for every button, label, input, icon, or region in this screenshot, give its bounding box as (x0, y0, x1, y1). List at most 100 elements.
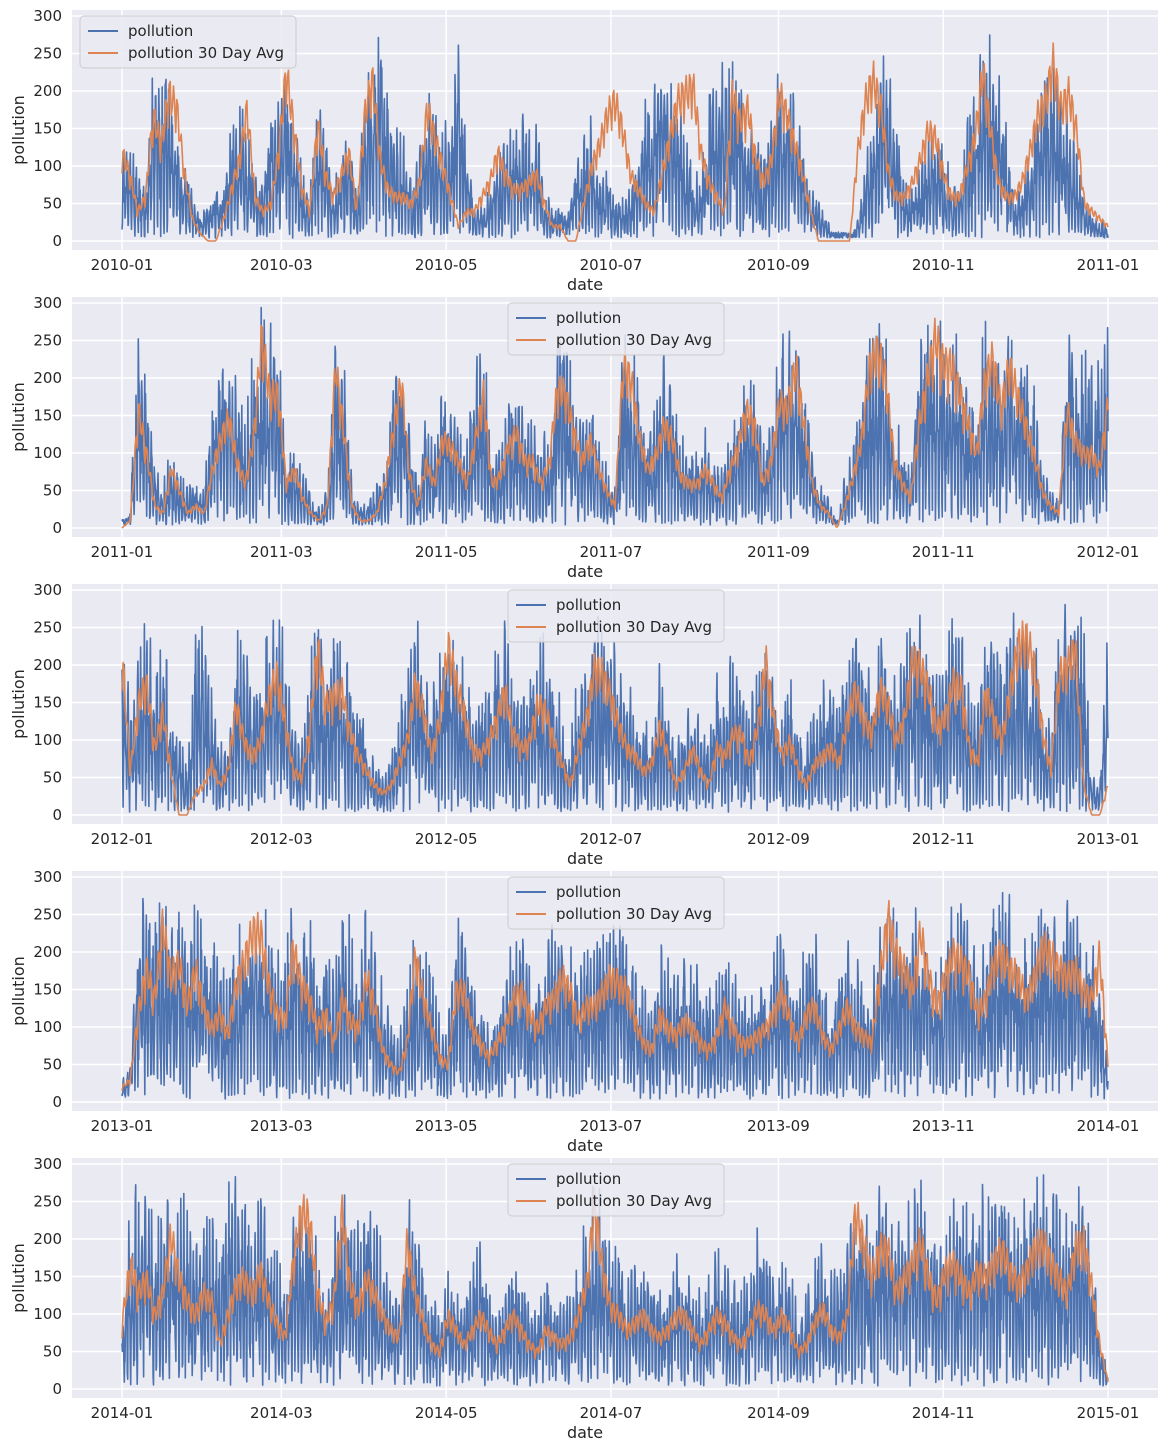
x-tick-label: 2010-03 (250, 256, 313, 274)
y-axis-label: pollution (9, 95, 28, 165)
y-tick-label: 150 (33, 1268, 62, 1286)
y-tick-label: 50 (43, 195, 62, 213)
legend-box (507, 302, 725, 356)
y-tick-label: 150 (33, 407, 62, 425)
x-tick-label: 2011-09 (747, 543, 810, 561)
x-axis-label: date (567, 562, 603, 581)
x-tick-label: 2012-05 (415, 830, 478, 848)
y-tick-label: 300 (33, 1155, 62, 1173)
x-tick-label: 2010-09 (747, 256, 810, 274)
x-tick-label: 2014-07 (580, 1404, 643, 1422)
y-axis-label: pollution (9, 956, 28, 1026)
y-tick-label: 0 (52, 232, 62, 250)
y-tick-label: 300 (33, 581, 62, 599)
x-axis-label: date (567, 1423, 603, 1442)
average-series-line (121, 42, 1109, 242)
legend-pollution-label: pollution (556, 1170, 621, 1188)
y-tick-label: 100 (33, 157, 62, 175)
chart-panel-3: 0 50 100 150 200 250 300 2012-01 2012-03 2012-05 2… (9, 581, 1158, 868)
x-tick-label: 2012-09 (747, 830, 810, 848)
y-tick-label: 50 (43, 482, 62, 500)
y-tick-label: 300 (33, 294, 62, 312)
x-tick-label: 2014-09 (747, 1404, 810, 1422)
y-axis-label: pollution (9, 1243, 28, 1313)
average-series-line (121, 899, 1109, 1091)
legend-pollution-label: pollution (128, 22, 193, 40)
y-tick-label: 100 (33, 1018, 62, 1036)
y-tick-label: 150 (33, 981, 62, 999)
legend: pollution pollution 30 Day Avg (507, 876, 725, 930)
x-tick-label: 2014-05 (415, 1404, 478, 1422)
legend-pollution-label: pollution (556, 309, 621, 327)
y-tick-label: 50 (43, 1056, 62, 1074)
legend-average-label: pollution 30 Day Avg (556, 1192, 712, 1210)
x-tick-label: 2012-01 (91, 830, 154, 848)
y-tick-label: 0 (52, 1093, 62, 1111)
x-tick-label: 2013-09 (747, 1117, 810, 1135)
y-tick-label: 200 (33, 656, 62, 674)
x-tick-label: 2011-05 (415, 543, 478, 561)
average-series-line (121, 317, 1109, 529)
legend: pollution pollution 30 Day Avg (507, 1163, 725, 1217)
x-tick-label: 2013-11 (912, 1117, 975, 1135)
x-tick-label: 2010-07 (580, 256, 643, 274)
y-tick-label: 50 (43, 1343, 62, 1361)
x-axis-label: date (567, 1136, 603, 1155)
x-tick-label: 2011-01 (1077, 256, 1140, 274)
x-tick-label: 2013-07 (580, 1117, 643, 1135)
y-tick-label: 200 (33, 943, 62, 961)
legend-box (507, 589, 725, 643)
x-tick-label: 2012-01 (1077, 543, 1140, 561)
chart-panel-2: 0 50 100 150 200 250 300 2011-01 2011-03 2011-05 2… (9, 294, 1158, 581)
legend: pollution pollution 30 Day Avg (507, 589, 725, 643)
x-tick-label: 2014-11 (912, 1404, 975, 1422)
x-tick-label: 2014-03 (250, 1404, 313, 1422)
y-tick-label: 300 (33, 7, 62, 25)
y-tick-label: 100 (33, 444, 62, 462)
x-tick-label: 2013-05 (415, 1117, 478, 1135)
y-axis-label: pollution (9, 669, 28, 739)
x-tick-label: 2011-01 (91, 543, 154, 561)
x-tick-label: 2011-03 (250, 543, 313, 561)
y-tick-label: 200 (33, 1230, 62, 1248)
y-tick-label: 100 (33, 1305, 62, 1323)
y-tick-label: 150 (33, 694, 62, 712)
average-series-line (121, 620, 1109, 816)
y-tick-label: 0 (52, 806, 62, 824)
y-tick-label: 250 (33, 45, 62, 63)
average-series-line (121, 1187, 1109, 1383)
legend-average-label: pollution 30 Day Avg (556, 905, 712, 923)
legend: pollution pollution 30 Day Avg (507, 302, 725, 356)
y-tick-label: 0 (52, 1380, 62, 1398)
y-tick-label: 250 (33, 906, 62, 924)
x-tick-label: 2010-01 (91, 256, 154, 274)
y-tick-label: 250 (33, 619, 62, 637)
legend-average-label: pollution 30 Day Avg (556, 618, 712, 636)
y-tick-label: 200 (33, 369, 62, 387)
x-tick-label: 2012-03 (250, 830, 313, 848)
x-tick-label: 2010-05 (415, 256, 478, 274)
y-tick-label: 200 (33, 82, 62, 100)
pollution-series-line (121, 603, 1109, 813)
x-tick-label: 2012-11 (912, 830, 975, 848)
x-tick-label: 2010-11 (912, 256, 975, 274)
y-tick-label: 100 (33, 731, 62, 749)
x-axis-label: date (567, 275, 603, 294)
y-tick-label: 300 (33, 868, 62, 886)
y-tick-label: 150 (33, 120, 62, 138)
y-axis-label: pollution (9, 382, 28, 452)
chart-panel-1: 0 50 100 150 200 250 300 2010-01 2010-03 2010-05 2… (9, 7, 1158, 294)
legend: pollution pollution 30 Day Avg (79, 15, 297, 69)
pollution-series-line (121, 891, 1109, 1100)
x-tick-label: 2014-01 (1077, 1117, 1140, 1135)
legend-average-label: pollution 30 Day Avg (556, 331, 712, 349)
y-tick-label: 0 (52, 519, 62, 537)
panels: 0 50 100 150 200 250 300 2010-01 2010-03 2010-05 2… (9, 7, 1158, 1442)
y-tick-label: 250 (33, 1193, 62, 1211)
x-tick-label: 2015-01 (1077, 1404, 1140, 1422)
x-tick-label: 2011-07 (580, 543, 643, 561)
y-tick-label: 250 (33, 332, 62, 350)
y-tick-label: 50 (43, 769, 62, 787)
x-tick-label: 2013-03 (250, 1117, 313, 1135)
